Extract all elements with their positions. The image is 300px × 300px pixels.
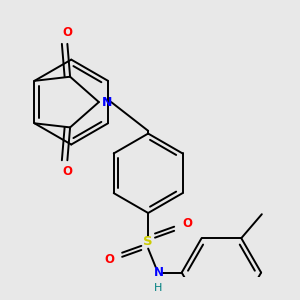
- Text: O: O: [62, 165, 72, 178]
- Text: O: O: [104, 253, 114, 266]
- Text: O: O: [62, 26, 72, 39]
- Text: H: H: [154, 283, 163, 292]
- Text: N: N: [153, 266, 164, 279]
- Text: N: N: [102, 96, 112, 109]
- Text: S: S: [143, 235, 153, 248]
- Text: O: O: [182, 218, 192, 230]
